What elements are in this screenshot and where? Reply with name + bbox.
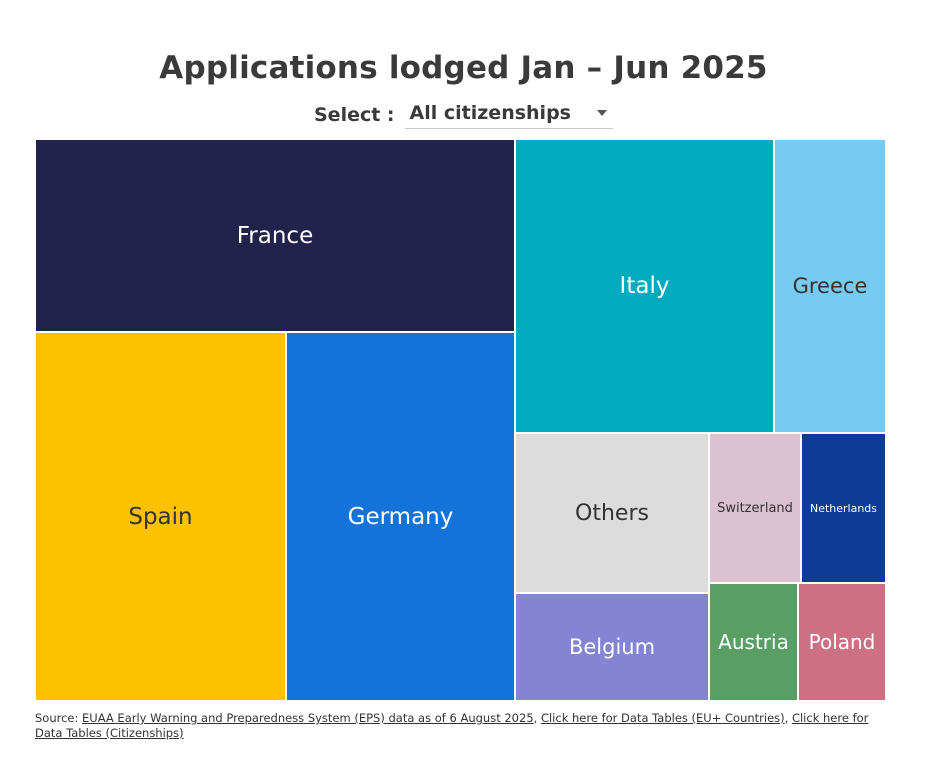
citizenship-selector: Select : All citizenships <box>0 100 927 129</box>
treemap-label-netherlands: Netherlands <box>809 501 878 515</box>
source-link-citizenships[interactable]: Click here for Data Tables (Citizenships… <box>35 711 869 740</box>
treemap-label-greece: Greece <box>792 274 868 298</box>
treemap-label-belgium: Belgium <box>568 635 656 659</box>
treemap-tile-poland[interactable]: Poland <box>798 583 886 701</box>
dropdown-value: All citizenships <box>409 102 571 124</box>
treemap-tile-switzerland[interactable]: Switzerland <box>709 433 801 583</box>
chevron-down-icon <box>596 110 607 116</box>
treemap-label-france: France <box>236 222 314 249</box>
treemap-label-italy: Italy <box>619 273 670 299</box>
treemap-tile-germany[interactable]: Germany <box>286 332 515 701</box>
treemap-label-spain: Spain <box>128 503 193 530</box>
source-prefix: Source: <box>35 711 83 725</box>
source-separator: , <box>784 711 792 725</box>
treemap-tile-italy[interactable]: Italy <box>515 139 774 433</box>
treemap-tile-france[interactable]: France <box>35 139 515 332</box>
chart-title: Applications lodged Jan – Jun 2025 <box>159 50 768 86</box>
treemap-tile-spain[interactable]: Spain <box>35 332 286 701</box>
source-link-eu-countries[interactable]: Click here for Data Tables (EU+ Countrie… <box>540 711 785 725</box>
select-label: Select : <box>314 103 395 126</box>
treemap-label-poland: Poland <box>808 630 876 654</box>
treemap-tile-netherlands[interactable]: Netherlands <box>801 433 886 583</box>
treemap-label-germany: Germany <box>347 503 454 530</box>
treemap-tile-belgium[interactable]: Belgium <box>515 593 709 701</box>
treemap-chart: France Spain Germany Italy Greece Others Switz… <box>35 139 886 701</box>
source-link-eps[interactable]: EUAA Early Warning and Preparedness Syst… <box>82 711 534 725</box>
treemap-label-austria: Austria <box>718 630 789 654</box>
treemap-tile-austria[interactable]: Austria <box>709 583 798 701</box>
treemap-label-switzerland: Switzerland <box>717 500 793 516</box>
treemap-tile-others[interactable]: Others <box>515 433 709 593</box>
treemap-label-others: Others <box>575 500 649 526</box>
treemap-tile-greece[interactable]: Greece <box>774 139 886 433</box>
citizenship-dropdown[interactable]: All citizenships <box>404 100 613 129</box>
source-separator: , <box>533 711 541 725</box>
source-note: Source: EUAA Early Warning and Preparedn… <box>35 711 885 741</box>
